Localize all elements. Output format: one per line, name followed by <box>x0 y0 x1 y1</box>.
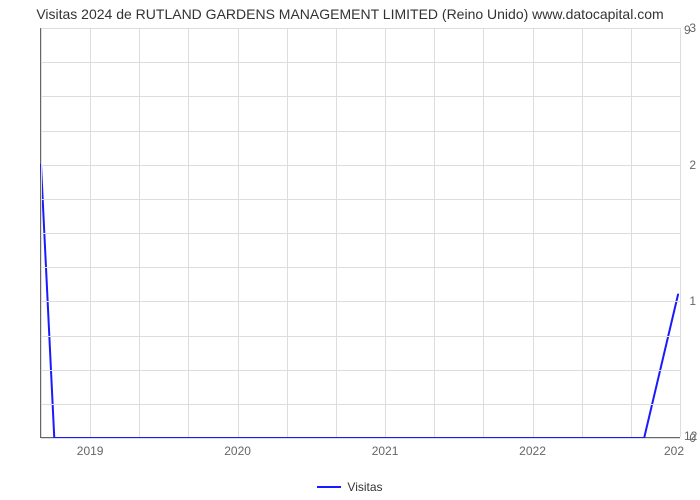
grid-horizontal <box>41 28 680 29</box>
x-tick-label-cut: 202 <box>664 440 684 458</box>
grid-horizontal <box>41 267 680 268</box>
y-tick-label: 2 <box>662 158 700 172</box>
grid-horizontal <box>41 336 680 337</box>
y2-label-top: 9 <box>684 23 691 37</box>
grid-horizontal <box>41 131 680 132</box>
grid-horizontal <box>41 96 680 97</box>
grid-horizontal <box>41 199 680 200</box>
y-tick-label: 1 <box>662 294 700 308</box>
x-tick-label: 2022 <box>519 440 546 458</box>
grid-horizontal <box>41 370 680 371</box>
chart-title: Visitas 2024 de RUTLAND GARDENS MANAGEME… <box>0 6 700 22</box>
x-tick-label: 2019 <box>77 440 104 458</box>
y2-label-bottom: 12 <box>684 429 697 443</box>
legend-label: Visitas <box>347 480 382 494</box>
legend: Visitas <box>0 480 700 494</box>
x-tick-label: 2021 <box>372 440 399 458</box>
grid-horizontal <box>41 438 680 439</box>
plot-area <box>40 28 680 438</box>
grid-horizontal <box>41 233 680 234</box>
legend-swatch <box>317 486 341 488</box>
x-tick-label: 2020 <box>224 440 251 458</box>
chart-container: Visitas 2024 de RUTLAND GARDENS MANAGEME… <box>0 0 700 500</box>
grid-vertical <box>680 28 681 437</box>
grid-horizontal <box>41 165 680 166</box>
grid-horizontal <box>41 62 680 63</box>
grid-horizontal <box>41 404 680 405</box>
y-tick-label: 3 <box>662 21 700 35</box>
grid-horizontal <box>41 301 680 302</box>
